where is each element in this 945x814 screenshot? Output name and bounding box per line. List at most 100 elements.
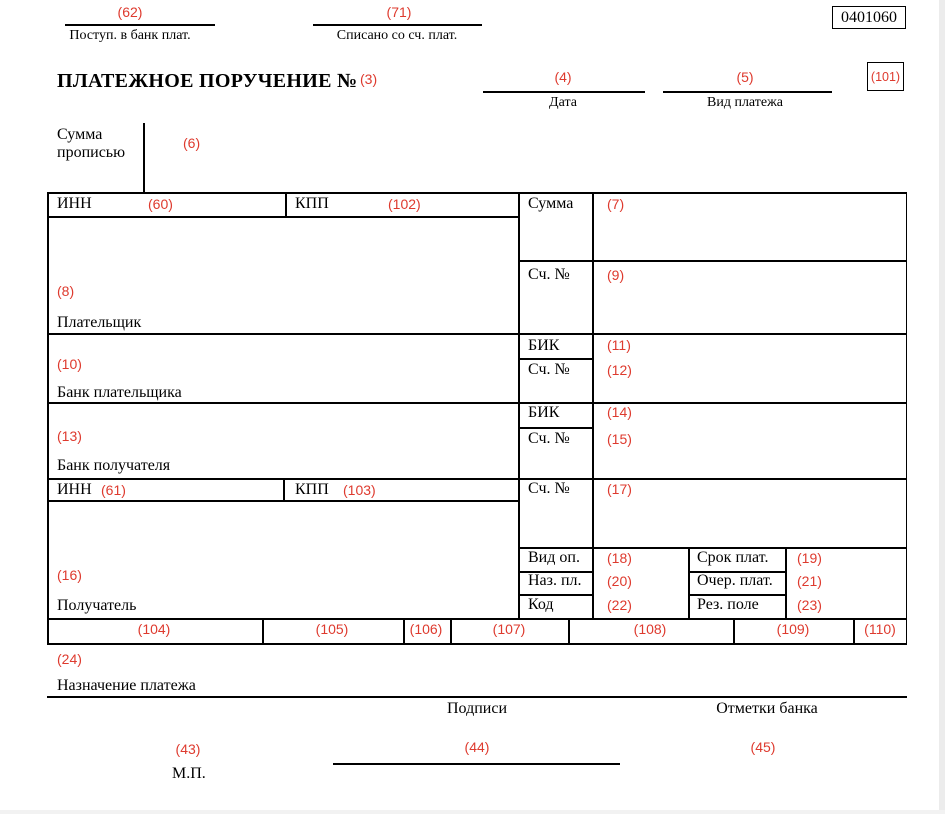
field-16: (16) — [57, 567, 82, 583]
field-109: (109) — [776, 621, 810, 637]
divider-line — [688, 571, 786, 573]
divider-line — [47, 333, 907, 335]
divider-line — [47, 696, 907, 698]
divider-line — [47, 500, 518, 502]
field-4: (4) — [554, 69, 572, 85]
status-field-box: (101) — [867, 62, 904, 91]
field-44: (44) — [464, 739, 490, 755]
kpp-label: КПП — [295, 195, 329, 212]
field-110: (110) — [864, 621, 896, 637]
divider-line — [313, 24, 482, 26]
field-12: (12) — [607, 362, 632, 378]
field-61: (61) — [101, 482, 126, 498]
account-label: Сч. № — [528, 430, 570, 447]
field-10: (10) — [57, 356, 82, 372]
field-18: (18) — [607, 550, 632, 566]
payment-purpose-label: Назначение платежа — [57, 677, 196, 694]
field-43: (43) — [175, 741, 201, 757]
horizontal-scrollbar[interactable] — [0, 810, 945, 814]
field-106: (106) — [409, 621, 443, 637]
bik-label: БИК — [528, 404, 560, 421]
field-6: (6) — [183, 135, 201, 151]
account-label: Сч. № — [528, 480, 570, 497]
form-code: 0401060 — [841, 8, 897, 26]
field-9: (9) — [607, 267, 625, 283]
purpose-code-label: Наз. пл. — [528, 572, 582, 589]
account-label: Сч. № — [528, 361, 570, 378]
payer-bank-label: Банк плательщика — [57, 384, 182, 401]
code-label: Код — [528, 596, 554, 613]
field-101: (101) — [870, 69, 901, 84]
form-code-box: 0401060 — [832, 6, 906, 29]
divider-line — [853, 618, 855, 643]
payment-type-label: Вид платежа — [706, 95, 784, 110]
field-24: (24) — [57, 651, 82, 667]
debited-from-account-label: Списано со сч. плат. — [336, 28, 458, 43]
field-22: (22) — [607, 597, 632, 613]
divider-line — [47, 216, 518, 218]
divider-line — [450, 618, 452, 643]
table-border — [47, 192, 49, 643]
field-3: (3) — [360, 71, 378, 87]
table-border — [47, 192, 907, 194]
divider-line — [518, 571, 593, 573]
priority-label: Очер. плат. — [697, 572, 773, 589]
field-23: (23) — [797, 597, 822, 613]
field-5: (5) — [736, 69, 754, 85]
reserve-field-label: Рез. поле — [697, 596, 759, 613]
field-15: (15) — [607, 431, 632, 447]
divider-line — [518, 427, 593, 429]
date-label: Дата — [549, 95, 577, 110]
inn-label: ИНН — [57, 481, 92, 498]
field-45: (45) — [750, 739, 776, 755]
divider-line — [518, 594, 593, 596]
page-title: ПЛАТЕЖНОЕ ПОРУЧЕНИЕ № — [57, 70, 358, 92]
field-20: (20) — [607, 573, 632, 589]
field-102: (102) — [388, 196, 421, 212]
account-label: Сч. № — [528, 266, 570, 283]
received-at-bank-label: Поступ. в банк плат. — [69, 28, 191, 43]
op-type-label: Вид оп. — [528, 549, 580, 566]
field-13: (13) — [57, 428, 82, 444]
divider-line — [47, 478, 907, 480]
field-104: (104) — [137, 621, 171, 637]
payee-bank-label: Банк получателя — [57, 457, 171, 474]
divider-line — [65, 24, 215, 26]
field-11: (11) — [607, 337, 631, 353]
signatures-label: Подписи — [446, 700, 508, 717]
field-105: (105) — [315, 621, 349, 637]
vertical-scrollbar[interactable] — [939, 0, 945, 814]
field-103: (103) — [343, 482, 376, 498]
inn-label: ИНН — [57, 195, 92, 212]
divider-line — [733, 618, 735, 643]
divider-line — [518, 358, 593, 360]
kpp-label: КПП — [295, 481, 329, 498]
field-21: (21) — [797, 573, 822, 589]
divider-line — [688, 547, 690, 618]
field-7: (7) — [607, 196, 625, 212]
bank-marks-label: Отметки банка — [716, 700, 818, 717]
divider-line — [592, 192, 594, 618]
signature-line — [333, 763, 620, 765]
divider-line — [785, 547, 787, 618]
divider-line — [568, 618, 570, 643]
stamp-label: М.П. — [172, 765, 206, 782]
divider-line — [688, 594, 786, 596]
field-62: (62) — [117, 4, 143, 20]
sum-label: Сумма — [528, 195, 574, 212]
bik-label: БИК — [528, 337, 560, 354]
divider-line — [483, 91, 645, 93]
field-71: (71) — [386, 4, 412, 20]
due-date-label: Срок плат. — [697, 549, 769, 566]
field-107: (107) — [492, 621, 526, 637]
table-border — [47, 643, 907, 645]
field-19: (19) — [797, 550, 822, 566]
divider-line — [518, 547, 907, 549]
divider-line — [47, 402, 907, 404]
divider-line — [283, 478, 285, 500]
field-8: (8) — [57, 283, 75, 299]
table-border — [905, 192, 907, 643]
field-108: (108) — [633, 621, 667, 637]
field-17: (17) — [607, 481, 632, 497]
